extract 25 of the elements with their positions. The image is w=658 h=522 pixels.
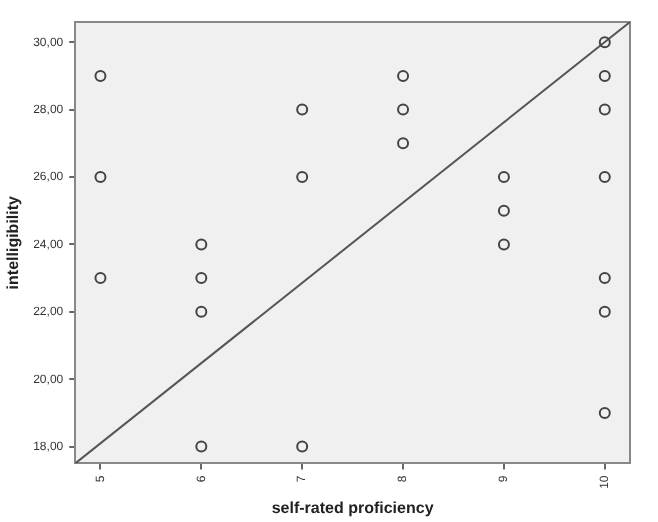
point (598, 171, 611, 184)
x-axis-title: self-rated proficiency (271, 498, 435, 517)
point (296, 103, 309, 116)
point (397, 103, 410, 116)
point (598, 69, 611, 82)
point (598, 272, 611, 285)
point (397, 69, 410, 82)
point (497, 204, 510, 217)
point (598, 103, 611, 116)
point (296, 440, 309, 453)
point (195, 272, 208, 285)
point (296, 171, 309, 184)
point (195, 440, 208, 453)
point (94, 272, 107, 285)
point (94, 171, 107, 184)
point (598, 36, 611, 49)
point (195, 305, 208, 318)
point (497, 238, 510, 251)
point (497, 171, 510, 184)
point (94, 69, 107, 82)
point (598, 305, 611, 318)
y-axis-title: intelligibility (4, 194, 23, 290)
point (397, 137, 410, 150)
point (195, 238, 208, 251)
point (598, 406, 611, 419)
